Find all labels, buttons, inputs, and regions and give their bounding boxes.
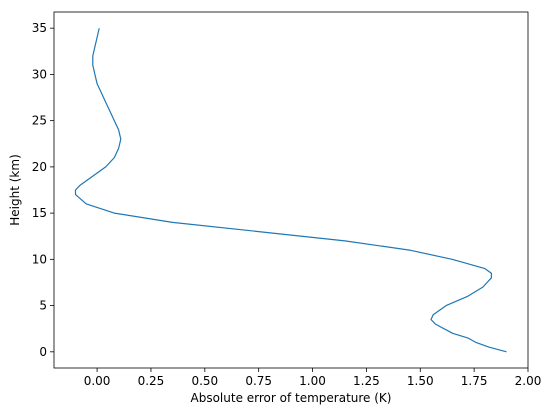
y-tick-label: 35 bbox=[32, 21, 47, 35]
y-tick-label: 0 bbox=[39, 345, 47, 359]
plot-frame bbox=[53, 11, 529, 369]
y-tick-label: 5 bbox=[39, 299, 47, 313]
x-tick-label: 1.25 bbox=[353, 374, 380, 388]
x-tick-label: 1.75 bbox=[461, 374, 488, 388]
x-tick-label: 0.25 bbox=[138, 374, 165, 388]
y-tick-label: 20 bbox=[32, 160, 47, 174]
x-tick-label: 1.00 bbox=[299, 374, 326, 388]
data-line bbox=[74, 28, 507, 353]
y-tick-label: 15 bbox=[32, 206, 47, 220]
x-axis-label: Absolute error of temperature (K) bbox=[191, 391, 392, 405]
x-tick-label: 2.00 bbox=[515, 374, 542, 388]
x-tick-label: 0.00 bbox=[84, 374, 111, 388]
x-tick-label: 1.50 bbox=[407, 374, 434, 388]
x-tick-label: 0.75 bbox=[245, 374, 272, 388]
y-axis-label: Height (km) bbox=[8, 154, 22, 225]
x-tick-label: 0.50 bbox=[191, 374, 218, 388]
y-tick-label: 10 bbox=[32, 252, 47, 266]
y-tick-label: 25 bbox=[32, 114, 47, 128]
y-tick-label: 30 bbox=[32, 67, 47, 81]
